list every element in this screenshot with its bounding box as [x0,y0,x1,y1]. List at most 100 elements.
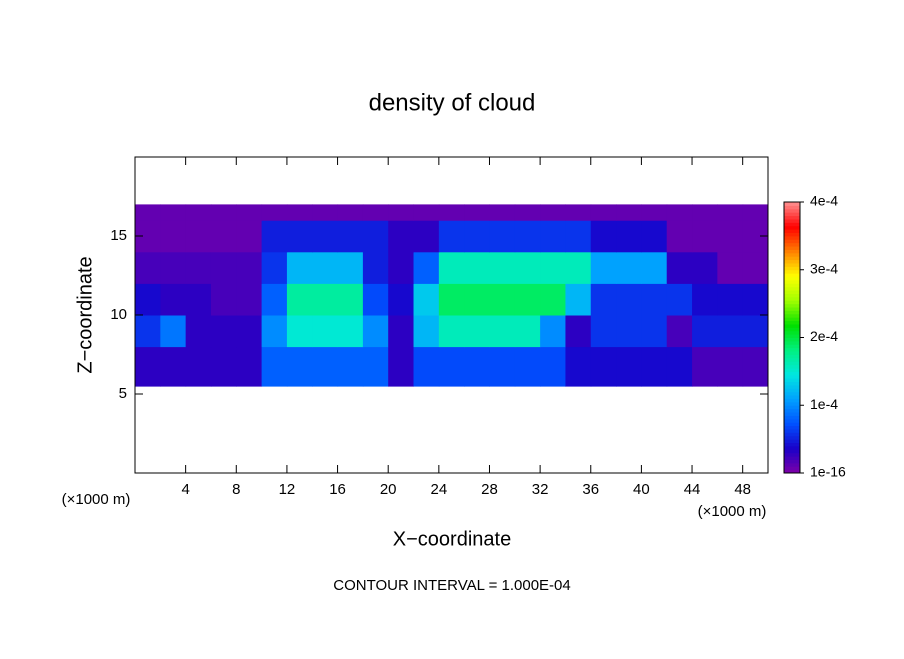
colorbar-swatch [784,229,800,233]
colorbar-swatch [784,205,800,210]
field-cell [590,220,617,253]
colorbar-swatch [784,456,800,460]
field-cell [464,283,490,316]
field-cell [742,251,769,284]
field-cell [160,315,187,348]
y-tick-label: 15 [110,227,127,244]
colorbar-swatch [784,398,800,403]
field-cell [337,251,364,284]
field-cell [641,315,668,348]
colorbar-swatch [784,364,800,369]
chart-title: density of cloud [369,89,536,116]
colorbar-swatch [784,405,800,410]
field-cell [160,204,187,221]
colorbar-swatch [784,269,800,274]
x-tick-label: 28 [481,481,498,498]
field-cell [514,251,541,284]
field-cell [210,346,237,387]
colorbar-swatch [784,293,800,298]
field-cell [236,251,263,284]
colorbar-swatch [784,286,800,291]
colorbar-swatch [784,208,800,213]
x-unit-label: (×1000 m) [62,491,131,508]
colorbar-swatch [784,330,800,335]
colorbar-swatch [784,466,800,471]
colorbar-swatch [784,395,800,399]
colorbar-tick-label: 2e-4 [810,328,838,344]
colorbar-swatch [784,415,800,420]
field-cell [616,220,642,253]
field-cell [742,346,769,387]
field-cell [362,204,389,221]
field-cell [160,283,187,316]
field-cell [337,220,364,253]
field-cell [413,346,440,387]
field-cell [565,220,592,253]
field-cell [590,283,617,316]
colorbar-swatch [784,290,800,294]
field-cell [413,315,440,348]
field-cell [590,315,617,348]
colorbar-swatch [784,212,800,217]
y-tick-label: 5 [119,385,127,402]
field-cell [210,283,237,316]
field-cell [514,283,541,316]
colorbar-swatch [784,357,800,362]
field-cell [388,346,415,387]
field-cell [717,283,744,316]
field-cell [438,204,465,221]
colorbar-swatch [784,239,800,244]
field-cell [337,204,364,221]
field-cell [362,315,389,348]
colorbar-swatch [784,262,800,267]
field-cell [489,220,516,253]
colorbar-swatch [784,337,800,342]
colorbar-swatch [784,256,800,261]
field-cell [464,251,490,284]
field-cell [388,204,415,221]
field-cell [717,346,744,387]
field-cell [717,315,744,348]
field-cell [261,220,288,253]
field-cell [590,346,617,387]
field-cell [210,220,237,253]
colorbar-swatch [784,273,800,278]
colorbar-swatch [784,442,800,447]
colorbar-swatch [784,367,800,372]
field-cell [160,346,187,387]
colorbar-swatch [784,235,800,240]
field-cell [337,283,364,316]
colorbar-swatch [784,313,800,318]
colorbar-swatch [784,252,800,257]
colorbar-swatch [784,388,800,393]
field-cell [666,315,693,348]
field-cell [160,251,187,284]
field-cell [464,346,490,387]
field-cell [261,315,288,348]
field-cell [641,220,668,253]
field-cell [616,251,642,284]
colorbar-swatch [784,279,800,284]
field-cell [641,283,668,316]
field-cell [616,315,642,348]
field-cell [185,204,212,221]
field-cell [692,251,718,284]
colorbar-swatch [784,334,800,338]
colorbar-swatch [784,422,800,427]
field-cell [312,346,339,387]
field-cell [514,204,541,221]
field-cell [362,251,389,284]
field-cell [666,220,693,253]
colorbar-swatch [784,371,800,376]
colorbar-swatch [784,378,800,383]
x-tick-label: 36 [582,481,599,498]
colorbar-tick-label: 1e-16 [810,464,846,480]
field-cell [312,315,339,348]
field-cell [438,346,465,387]
x-tick-label: 16 [329,481,346,498]
colorbar-swatch [784,384,800,389]
field-cell [464,204,490,221]
field-cell [540,346,566,387]
field-cell [210,251,237,284]
